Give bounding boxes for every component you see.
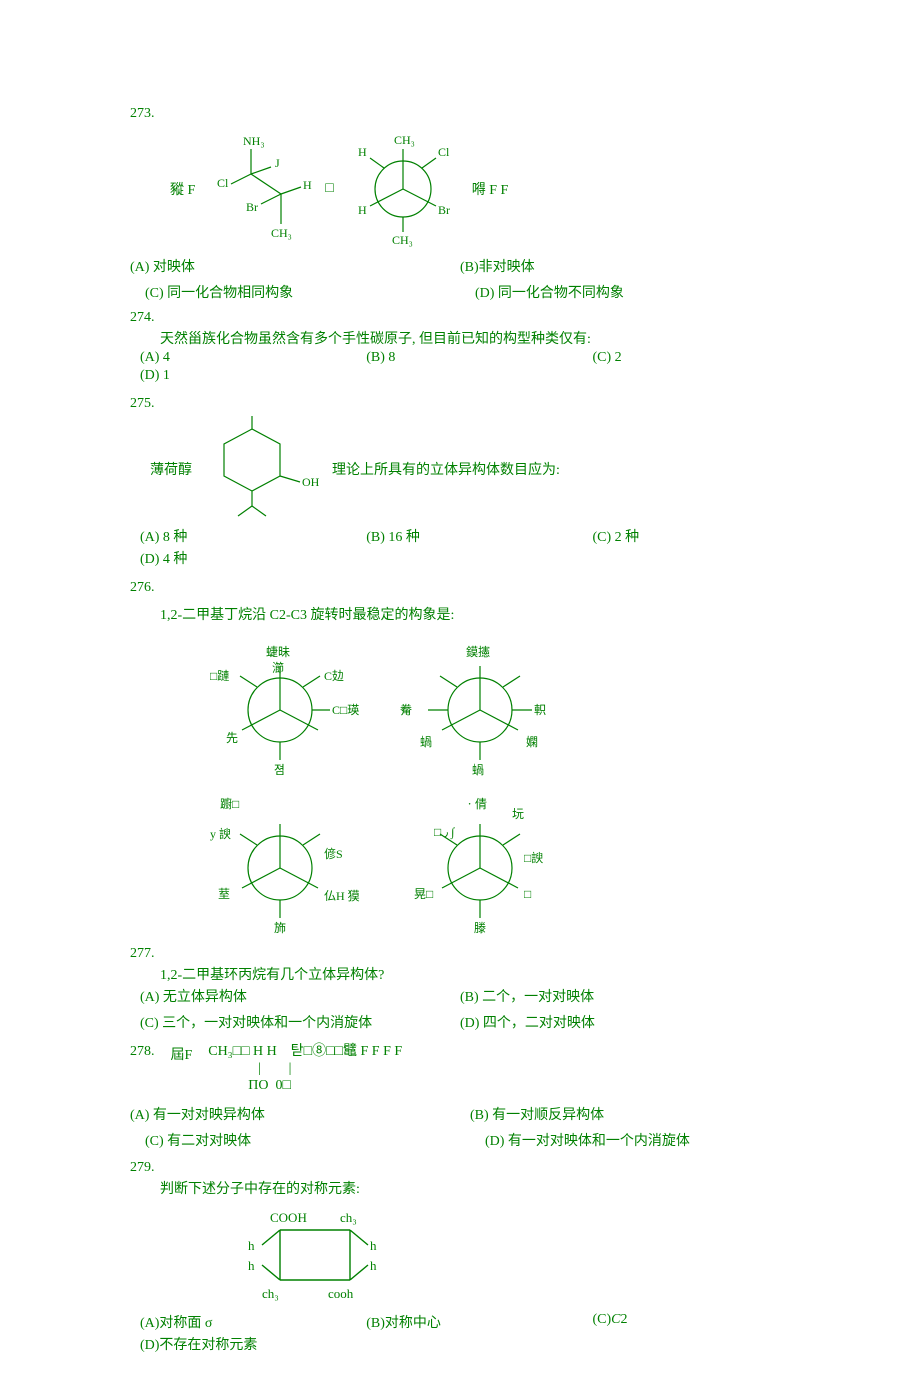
svg-text:鏌攇: 鏌攇 — [466, 644, 490, 659]
q274-optA: (A) 4 — [140, 350, 326, 366]
svg-text:先: 先 — [226, 731, 238, 745]
q274-optB: (B) 8 — [366, 350, 552, 366]
q275-optB: (B) 16 种 — [366, 526, 552, 546]
svg-text:Cl: Cl — [438, 145, 450, 159]
q273-newman: CH₃ H Cl H Br CH₃ — [338, 124, 468, 254]
q278-mol: CH₃□□ H H 탇□⑧□□鼊 F F F F | | ΠΟ 0□ — [208, 1044, 402, 1094]
q275-menthol: OH — [202, 414, 322, 524]
svg-text:ㆍ倩: ㆍ倩 — [464, 797, 487, 811]
q273-mid-garble: □ — [325, 181, 333, 197]
svg-text:H: H — [358, 145, 367, 159]
svg-text:Br: Br — [438, 203, 450, 217]
q275-pre: 薄荷醇 — [150, 459, 192, 479]
svg-text:□: □ — [524, 887, 531, 901]
svg-text:J: J — [275, 156, 280, 170]
svg-text:h: h — [248, 1238, 255, 1253]
q273-optD: (D) 同一化合物不同构象 — [475, 282, 624, 302]
svg-text:晃□: 晃□ — [414, 887, 433, 901]
svg-text:h: h — [248, 1258, 255, 1273]
q278-row: 278. 屆F CH₃□□ H H 탇□⑧□□鼊 F F F F | | ΠΟ … — [130, 1044, 875, 1094]
svg-text:CH₃: CH₃ — [394, 133, 415, 147]
q273-figure-row: 豵 F NH₃ Cl J Br H CH₃ □ — [170, 124, 875, 254]
svg-text:□諛: □諛 — [524, 851, 543, 865]
svg-text:蜨昧: 蜨昧 — [266, 645, 290, 659]
svg-text:坃: 坃 — [512, 807, 524, 821]
svg-text:NH₃: NH₃ — [243, 134, 265, 148]
q279-optC: (C)C2 — [593, 1312, 779, 1332]
svg-text:C攰: C攰 — [324, 669, 344, 683]
q277-optC: (C) 三个，一对对映体和一个内消旋体 — [140, 1012, 420, 1032]
q277-optB: (B) 二个，一对对映体 — [460, 986, 594, 1006]
q275-post: 理论上所具有的立体异构体数目应为: — [332, 459, 560, 479]
q277-optA: (A) 无立体异构体 — [140, 986, 420, 1006]
svg-text:滕: 滕 — [474, 920, 486, 935]
svg-text:Cl: Cl — [217, 176, 229, 190]
q278-pre: 屆F — [171, 1044, 193, 1064]
q276-stem: 1,2-二甲基丁烷沿 C2-C3 旋转时最稳定的构象是: — [160, 604, 875, 624]
q274-optD: (D) 1 — [140, 368, 326, 384]
q278-num: 278. — [130, 1044, 155, 1060]
svg-text:仏H 獏: 仏H 獏 — [324, 889, 360, 903]
svg-text:CH₃: CH₃ — [392, 233, 413, 247]
svg-text:嫻: 嫻 — [526, 735, 538, 749]
svg-text:ch₃: ch₃ — [340, 1210, 357, 1225]
svg-text:Br: Br — [246, 200, 258, 214]
q276-newman-1: 蜨昧 瀄 C攰 C□瑛 □蹥 先 졈 — [180, 632, 380, 782]
q274-optC: (C) 2 — [593, 350, 779, 366]
q274-num: 274. — [130, 310, 875, 326]
svg-text:ch₃: ch₃ — [262, 1286, 279, 1301]
q278-optA: (A) 有一对对映异构体 — [130, 1104, 430, 1124]
q277-stem: 1,2-二甲基环丙烷有几个立体异构体? — [160, 964, 875, 984]
q273-sawhorse: NH₃ Cl J Br H CH₃ — [201, 129, 321, 249]
svg-text:斾: 斾 — [274, 921, 286, 935]
svg-text:졈: 졈 — [274, 763, 285, 777]
svg-text:荎: 荎 — [218, 887, 230, 901]
svg-text:觠: 觠 — [400, 703, 412, 717]
q273-left-garble: 豵 F — [170, 179, 195, 199]
svg-text:□蹥: □蹥 — [210, 669, 229, 683]
q279-structure: COOH ch₃ h h h h ch₃ cooh — [220, 1200, 875, 1310]
q277-optD: (D) 四个，二对对映体 — [460, 1012, 595, 1032]
q275-optC: (C) 2 种 — [593, 526, 779, 546]
q279-optA: (A)对称面 σ — [140, 1312, 326, 1332]
svg-text:h: h — [370, 1238, 377, 1253]
q279-optB: (B)对称中心 — [366, 1312, 552, 1332]
svg-text:蝸: 蝸 — [472, 763, 484, 777]
svg-text:cooh: cooh — [328, 1286, 354, 1301]
q275-num: 275. — [130, 396, 875, 412]
q274-stem: 天然甾族化合物虽然含有多个手性碳原子, 但目前已知的构型种类仅有: — [160, 328, 875, 348]
q276-newman-3: 躕□ y 諛 偐S 荎 仏H 獏 斾 — [180, 790, 380, 940]
q278-optD: (D) 有一对对映体和一个内消旋体 — [485, 1130, 690, 1150]
q279-stem: 判断下述分子中存在的对称元素: — [160, 1178, 875, 1198]
q273-right-garble: 嘚 F F — [472, 179, 509, 199]
svg-text:□ ٫ ∫: □ ٫ ∫ — [434, 825, 455, 839]
svg-text:瀄: 瀄 — [272, 661, 284, 675]
svg-text:COOH: COOH — [270, 1210, 307, 1225]
svg-text:蝸: 蝸 — [420, 735, 432, 749]
svg-text:躕□: 躕□ — [220, 796, 239, 811]
q275-optA: (A) 8 种 — [140, 526, 326, 546]
svg-text:H: H — [303, 178, 312, 192]
q275-optD: (D) 4 种 — [140, 548, 326, 568]
svg-text:H: H — [358, 203, 367, 217]
q273-num: 273. — [130, 106, 875, 122]
svg-text:h: h — [370, 1258, 377, 1273]
svg-text:OH: OH — [302, 475, 320, 489]
svg-text:偐S: 偐S — [324, 846, 343, 861]
q276-num: 276. — [130, 580, 875, 596]
q276-newman-2: 鏌攇 軹 觠 蝸 嫻 蝸 — [380, 632, 580, 782]
q279-optD: (D)不存在对称元素 — [140, 1334, 326, 1354]
svg-text:軹: 軹 — [534, 703, 546, 717]
q273-optB: (B)非对映体 — [460, 256, 535, 276]
q279-num: 279. — [130, 1160, 875, 1176]
svg-text:y 諛: y 諛 — [210, 827, 231, 841]
q278-optC: (C) 有二对对映体 — [145, 1130, 445, 1150]
q273-optC: (C) 同一化合物相同构象 — [145, 282, 435, 302]
q278-optB: (B) 有一对顺反异构体 — [470, 1104, 604, 1124]
q276-newman-4: ㆍ倩 坃 □ ٫ ∫ □諛 晃□ □ 滕 — [380, 790, 580, 940]
q273-optA: (A) 对映体 — [130, 256, 420, 276]
svg-text:C□瑛: C□瑛 — [332, 703, 359, 717]
svg-text:CH₃: CH₃ — [271, 226, 292, 240]
q277-num: 277. — [130, 946, 875, 962]
